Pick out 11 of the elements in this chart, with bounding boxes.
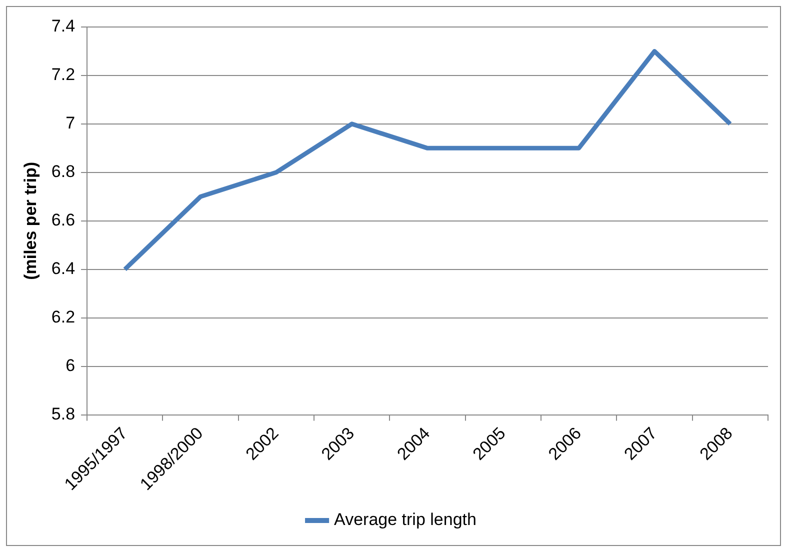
y-tick-label: 6 — [66, 356, 76, 375]
y-tick-label: 5.8 — [51, 404, 76, 424]
y-tick-label: 7 — [66, 114, 76, 133]
y-tick-label: 6.2 — [51, 308, 76, 326]
y-axis-title: (miles per trip) — [20, 162, 40, 280]
y-tick-label: 6.6 — [51, 210, 76, 230]
y-tick-label: 6.4 — [51, 259, 76, 278]
y-tick-label: 7.4 — [51, 16, 76, 36]
y-tick-label: 7.2 — [51, 65, 76, 84]
legend-label: Average trip length — [334, 510, 476, 530]
y-tick-label: 6.8 — [51, 162, 76, 182]
